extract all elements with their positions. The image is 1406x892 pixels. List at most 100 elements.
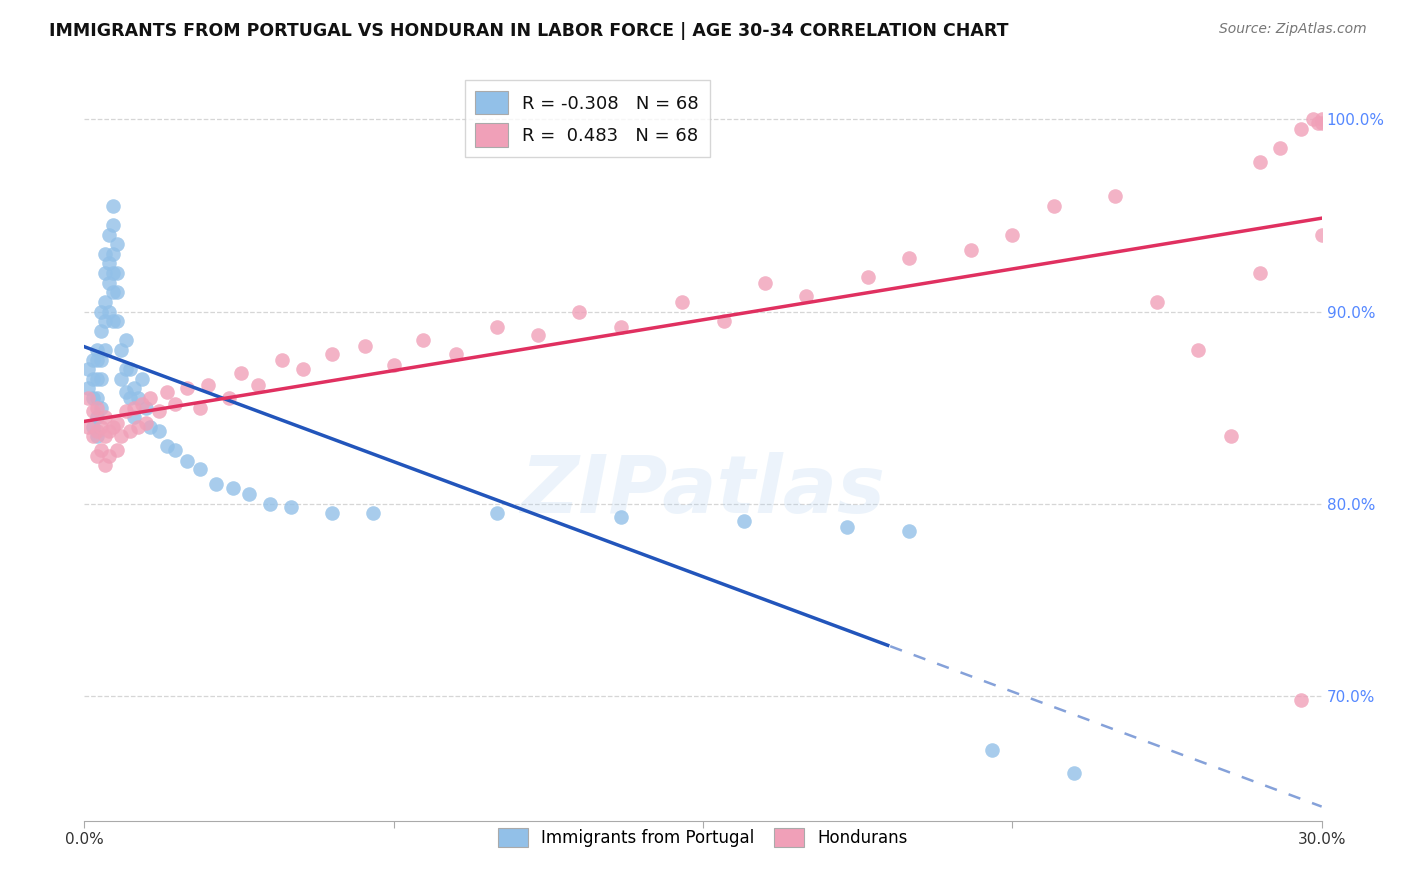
- Point: [794, 289, 817, 303]
- Point: [754, 276, 776, 290]
- Point: [856, 269, 879, 284]
- Point: [86, 343, 108, 357]
- Point: [1289, 692, 1312, 706]
- Point: [898, 524, 921, 538]
- Point: [1146, 294, 1168, 309]
- Point: [444, 347, 467, 361]
- Point: [90, 442, 112, 457]
- Point: [127, 419, 149, 434]
- Legend: Immigrants from Portugal, Hondurans: Immigrants from Portugal, Hondurans: [491, 821, 915, 854]
- Point: [98, 276, 121, 290]
- Point: [82, 429, 104, 443]
- Point: [86, 449, 108, 463]
- Point: [671, 294, 693, 309]
- Point: [222, 481, 245, 495]
- Point: [105, 237, 128, 252]
- Point: [103, 199, 125, 213]
- Point: [156, 439, 179, 453]
- Point: [229, 366, 252, 380]
- Point: [188, 462, 211, 476]
- Point: [86, 391, 108, 405]
- Point: [139, 419, 162, 434]
- Point: [1310, 227, 1333, 242]
- Point: [94, 343, 117, 357]
- Point: [103, 247, 125, 261]
- Point: [1249, 266, 1271, 280]
- Point: [382, 359, 405, 373]
- Point: [271, 352, 294, 367]
- Point: [148, 424, 170, 438]
- Point: [105, 416, 128, 430]
- Point: [118, 362, 141, 376]
- Point: [980, 742, 1002, 756]
- Point: [77, 391, 100, 405]
- Point: [86, 410, 108, 425]
- Point: [1249, 154, 1271, 169]
- Point: [98, 256, 121, 270]
- Point: [94, 266, 117, 280]
- Point: [90, 324, 112, 338]
- Point: [1270, 141, 1292, 155]
- Point: [103, 218, 125, 232]
- Point: [148, 404, 170, 418]
- Point: [82, 352, 104, 367]
- Point: [321, 347, 343, 361]
- Point: [103, 419, 125, 434]
- Point: [291, 362, 314, 376]
- Point: [94, 429, 117, 443]
- Point: [86, 424, 108, 438]
- Point: [259, 497, 281, 511]
- Point: [77, 362, 100, 376]
- Point: [94, 294, 117, 309]
- Point: [90, 304, 112, 318]
- Point: [94, 458, 117, 473]
- Point: [609, 319, 631, 334]
- Point: [280, 500, 302, 515]
- Point: [110, 372, 132, 386]
- Point: [82, 372, 104, 386]
- Point: [105, 442, 128, 457]
- Point: [1310, 116, 1333, 130]
- Point: [94, 314, 117, 328]
- Point: [197, 377, 219, 392]
- Point: [86, 372, 108, 386]
- Point: [361, 506, 384, 520]
- Point: [114, 404, 136, 418]
- Point: [98, 424, 121, 438]
- Point: [353, 339, 375, 353]
- Point: [1042, 199, 1064, 213]
- Point: [82, 404, 104, 418]
- Point: [485, 319, 508, 334]
- Point: [135, 416, 157, 430]
- Point: [1219, 429, 1241, 443]
- Point: [568, 304, 591, 318]
- Point: [218, 391, 240, 405]
- Point: [90, 372, 112, 386]
- Point: [165, 397, 187, 411]
- Point: [77, 381, 100, 395]
- Text: Source: ZipAtlas.com: Source: ZipAtlas.com: [1219, 22, 1367, 37]
- Text: IMMIGRANTS FROM PORTUGAL VS HONDURAN IN LABOR FORCE | AGE 30-34 CORRELATION CHAR: IMMIGRANTS FROM PORTUGAL VS HONDURAN IN …: [49, 22, 1008, 40]
- Point: [1063, 765, 1085, 780]
- Point: [135, 401, 157, 415]
- Point: [98, 304, 121, 318]
- Point: [321, 506, 343, 520]
- Point: [1289, 122, 1312, 136]
- Point: [176, 381, 198, 395]
- Point: [90, 352, 112, 367]
- Point: [90, 401, 112, 415]
- Point: [118, 424, 141, 438]
- Point: [176, 454, 198, 468]
- Point: [103, 266, 125, 280]
- Point: [122, 381, 145, 395]
- Point: [98, 449, 121, 463]
- Point: [837, 519, 859, 533]
- Point: [139, 391, 162, 405]
- Point: [1001, 227, 1024, 242]
- Point: [960, 243, 983, 257]
- Point: [156, 385, 179, 400]
- Point: [122, 401, 145, 415]
- Point: [127, 391, 149, 405]
- Point: [103, 285, 125, 300]
- Point: [485, 506, 508, 520]
